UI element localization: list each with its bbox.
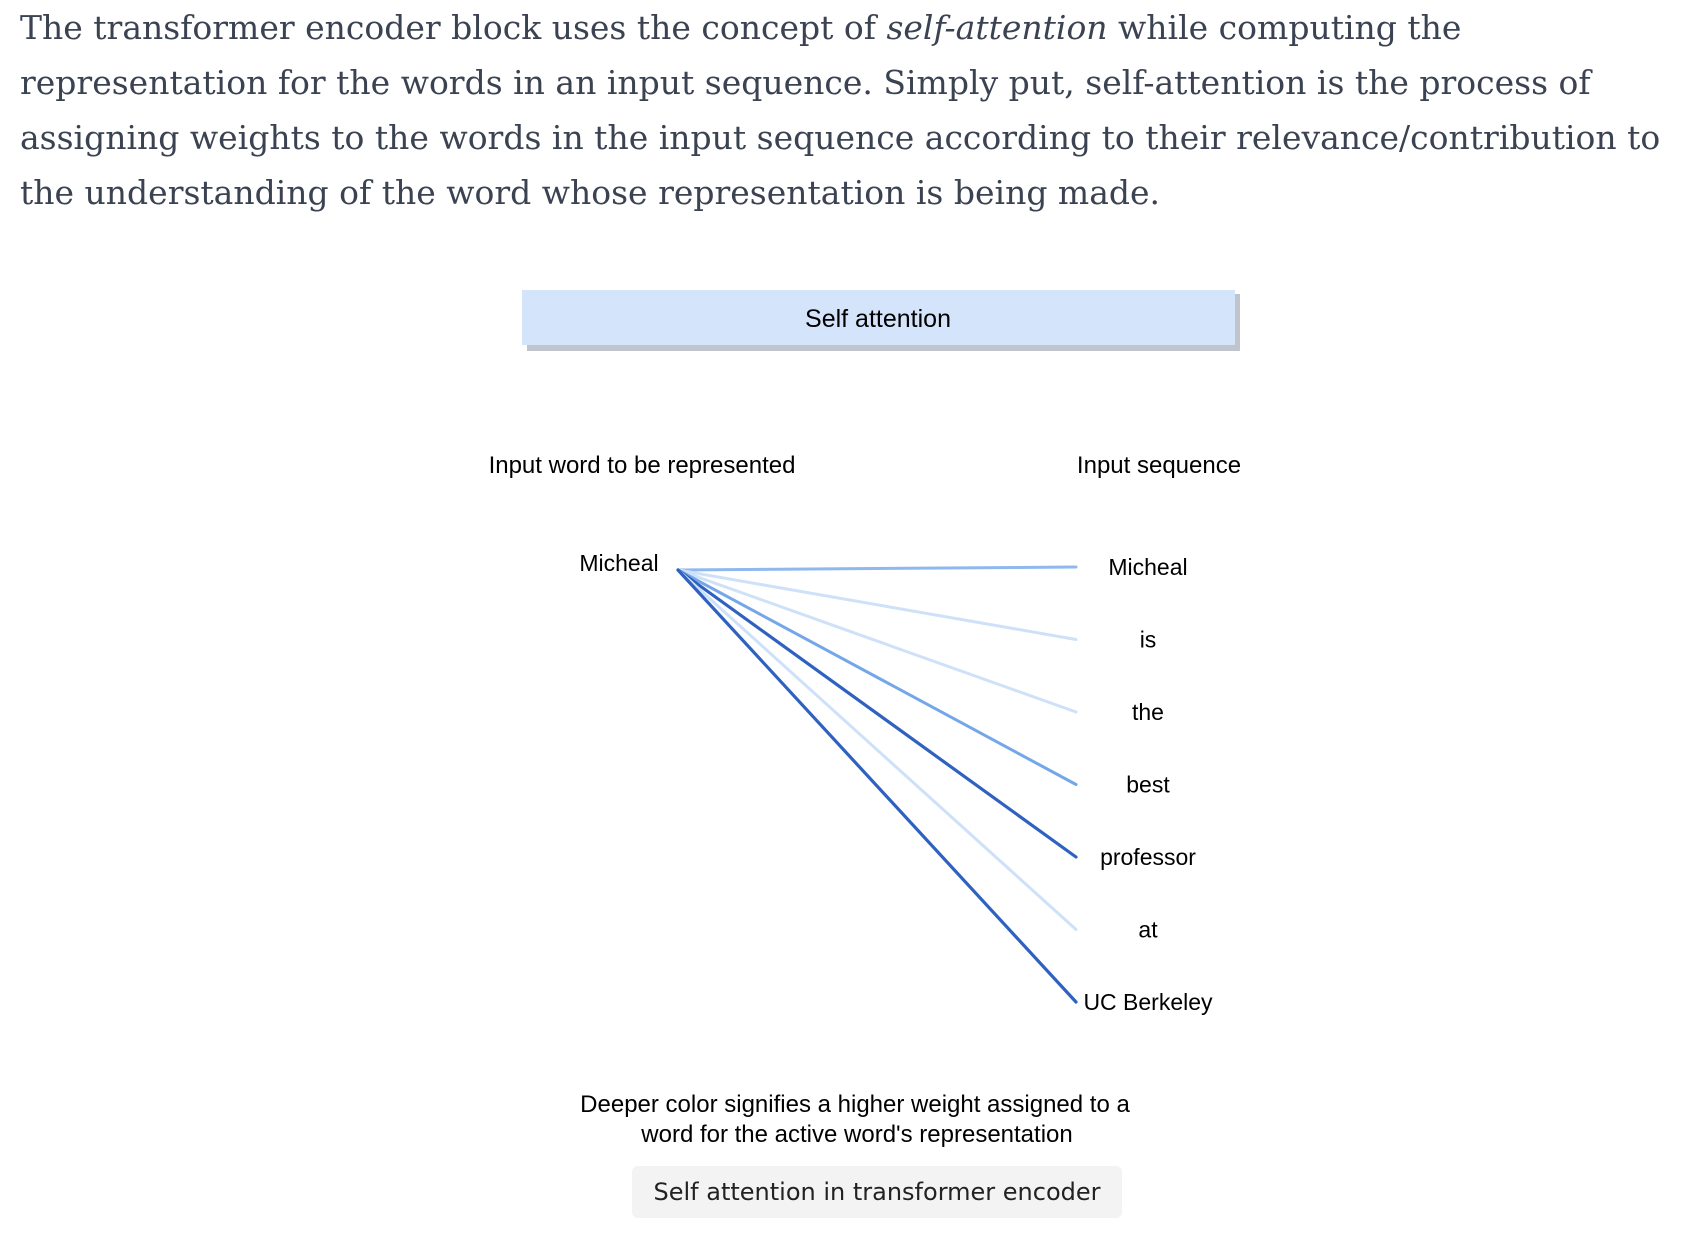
sequence-word-6: UC Berkeley bbox=[1083, 989, 1213, 1015]
intro-text-after: while computing the representation for t… bbox=[20, 8, 1661, 212]
header-bar bbox=[522, 290, 1235, 345]
source-word: Micheal bbox=[579, 550, 658, 576]
intro-emphasis: self-attention bbox=[886, 8, 1108, 47]
sequence-word-1: is bbox=[1140, 627, 1157, 653]
note-line-2: word for the active word's representatio… bbox=[640, 1121, 1072, 1148]
note-line-1: Deeper color signifies a higher weight a… bbox=[580, 1091, 1130, 1118]
right-column-label: Input sequence bbox=[1077, 452, 1241, 479]
attention-line-6 bbox=[676, 568, 1078, 1004]
sequence-word-5: at bbox=[1138, 917, 1158, 943]
figure-caption: Self attention in transformer encoder bbox=[632, 1166, 1122, 1218]
left-column-label: Input word to be represented bbox=[489, 452, 796, 479]
attention-line-1 bbox=[676, 568, 1078, 641]
sequence-word-0: Micheal bbox=[1108, 554, 1187, 580]
attention-line-5 bbox=[676, 568, 1078, 931]
intro-paragraph: The transformer encoder block uses the c… bbox=[20, 0, 1700, 220]
attention-line-3 bbox=[676, 568, 1078, 786]
sequence-words: Micheal is the best professor at UC Berkeley bbox=[1083, 554, 1213, 1015]
header-label: Self attention bbox=[805, 305, 951, 333]
attention-line-2 bbox=[676, 568, 1078, 714]
intro-text-before: The transformer encoder block uses the c… bbox=[20, 8, 887, 47]
attention-line-4 bbox=[676, 568, 1078, 859]
sequence-word-3: best bbox=[1126, 772, 1170, 798]
attention-line-0 bbox=[676, 565, 1078, 572]
sequence-word-2: the bbox=[1132, 699, 1164, 725]
attention-lines bbox=[676, 565, 1078, 1004]
sequence-word-4: professor bbox=[1100, 844, 1196, 870]
